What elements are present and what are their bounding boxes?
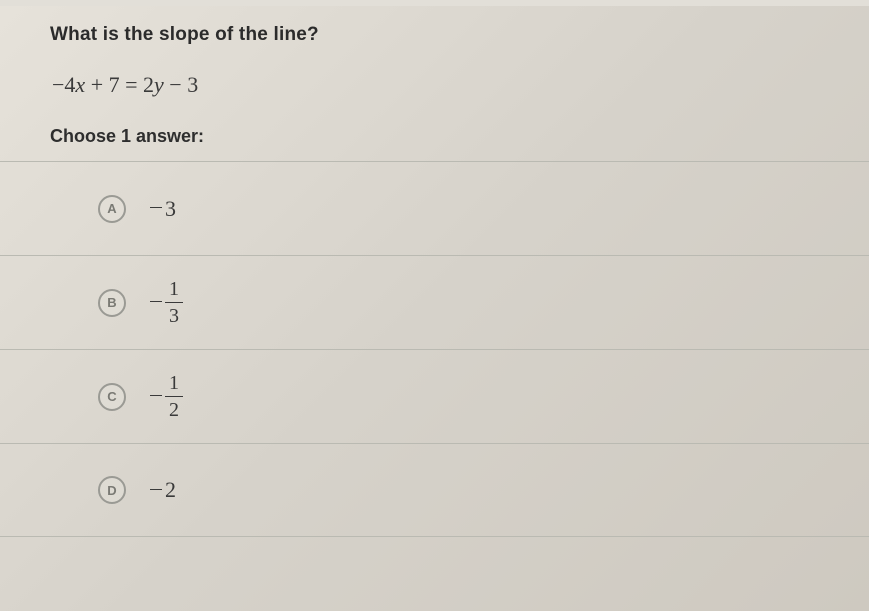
choices-list: A 3 B 1 3 C 1 2 D bbox=[0, 161, 869, 537]
question-title: What is the slope of the line? bbox=[50, 24, 819, 46]
minus-icon bbox=[150, 207, 162, 208]
choice-letter-a: A bbox=[98, 195, 126, 223]
choice-b[interactable]: B 1 3 bbox=[0, 255, 869, 349]
fraction-den-c: 2 bbox=[165, 396, 183, 420]
fraction-c: 1 2 bbox=[165, 373, 183, 420]
choice-letter-b: B bbox=[98, 289, 126, 317]
fraction-b: 1 3 bbox=[165, 279, 183, 326]
choice-letter-d: D bbox=[98, 476, 126, 504]
fraction-num-c: 1 bbox=[165, 373, 183, 396]
question-card: What is the slope of the line? −4x + 7 =… bbox=[0, 0, 869, 611]
choose-instruction: Choose 1 answer: bbox=[50, 126, 819, 147]
equation: −4x + 7 = 2y − 3 bbox=[50, 72, 819, 98]
choice-value-a: 3 bbox=[150, 196, 176, 222]
choice-value-c: 1 2 bbox=[150, 373, 183, 420]
minus-icon bbox=[150, 489, 162, 490]
choice-value-d: 2 bbox=[150, 477, 176, 503]
equation-text: −4x + 7 = 2y − 3 bbox=[52, 72, 198, 97]
choice-int-a: 3 bbox=[165, 196, 176, 222]
minus-icon bbox=[150, 301, 162, 302]
choice-a[interactable]: A 3 bbox=[0, 161, 869, 255]
minus-icon bbox=[150, 395, 162, 396]
choice-letter-c: C bbox=[98, 383, 126, 411]
fraction-den-b: 3 bbox=[165, 302, 183, 326]
fraction-num-b: 1 bbox=[165, 279, 183, 302]
choice-c[interactable]: C 1 2 bbox=[0, 349, 869, 443]
choice-d[interactable]: D 2 bbox=[0, 443, 869, 537]
choice-value-b: 1 3 bbox=[150, 279, 183, 326]
choice-int-d: 2 bbox=[165, 477, 176, 503]
